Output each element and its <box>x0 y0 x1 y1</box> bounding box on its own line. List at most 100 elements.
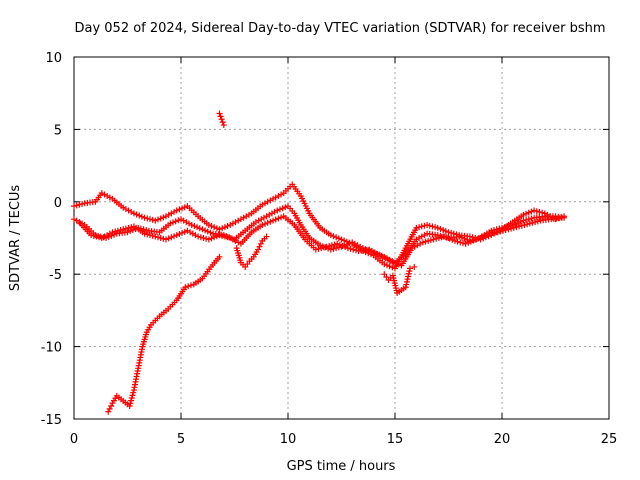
data-point-track-c <box>144 231 151 238</box>
data-point-track-b <box>343 238 350 245</box>
data-point-track-c <box>387 258 394 265</box>
data-point-track-c <box>430 236 437 243</box>
data-point-track-c <box>109 229 116 236</box>
data-point-track-c <box>344 245 351 252</box>
data-point-track-c <box>350 246 357 253</box>
data-point-track-c <box>315 245 322 252</box>
data-point-track-a <box>196 225 203 232</box>
data-point-track-g <box>405 273 412 280</box>
y-tick-label: -15 <box>41 413 62 428</box>
data-point-track-b <box>421 222 428 229</box>
data-point-track-d <box>126 402 133 409</box>
data-point-track-c <box>494 229 501 236</box>
data-point-track-a <box>175 217 182 224</box>
data-point-track-c <box>93 233 100 240</box>
data-point-track-b <box>149 216 156 223</box>
data-point-track-d <box>185 283 192 290</box>
data-point-track-f <box>263 233 270 240</box>
data-point-track-c <box>438 234 445 241</box>
data-point-track-c <box>264 219 271 226</box>
data-point-track-c <box>205 236 212 243</box>
data-point-track-a <box>167 220 174 227</box>
data-point-track-b <box>330 233 337 240</box>
data-point-track-c <box>195 233 202 240</box>
data-point-track-a <box>172 218 179 225</box>
data-point-track-c <box>419 239 426 246</box>
data-point-track-a <box>434 232 441 239</box>
data-point-track-b <box>181 204 188 211</box>
data-point-track-e <box>217 113 224 120</box>
data-point-track-b <box>469 234 476 241</box>
data-point-track-b <box>154 216 161 223</box>
data-point-track-d <box>128 395 135 402</box>
data-point-track-b <box>160 214 167 221</box>
data-point-track-d <box>105 408 112 415</box>
data-point-track-c <box>272 216 279 223</box>
data-point-track-c <box>449 236 456 243</box>
data-point-track-c <box>433 235 440 242</box>
data-point-track-b <box>341 237 348 244</box>
y-axis-label: SDTVAR / TECUs <box>8 185 23 292</box>
data-point-track-g <box>404 276 411 283</box>
data-point-track-g <box>405 270 412 277</box>
data-point-track-b <box>440 227 447 234</box>
plot-frame <box>73 56 610 420</box>
data-point-track-b <box>130 210 137 217</box>
data-point-track-c <box>334 240 341 247</box>
data-point-track-c <box>114 227 121 234</box>
data-point-track-b <box>528 208 535 215</box>
data-point-track-c <box>318 245 325 252</box>
data-point-track-c <box>141 230 148 237</box>
data-point-track-c <box>526 220 533 227</box>
data-point-track-a <box>143 227 150 234</box>
data-point-track-c <box>454 238 461 245</box>
data-point-track-b <box>424 221 431 228</box>
data-point-track-c <box>529 219 536 226</box>
x-tick-label: 5 <box>177 432 185 447</box>
data-point-track-c <box>427 237 434 244</box>
data-point-track-c <box>323 243 330 250</box>
data-point-track-a <box>520 217 527 224</box>
data-point-track-b <box>146 216 153 223</box>
data-point-track-b <box>213 225 220 232</box>
y-tick-label: 5 <box>54 123 62 138</box>
data-point-track-b <box>523 210 530 217</box>
data-point-track-c <box>342 244 349 251</box>
data-point-track-c <box>532 219 539 226</box>
data-point-track-b <box>138 213 145 220</box>
data-point-track-f <box>257 240 264 247</box>
data-point-track-d <box>182 284 189 291</box>
data-points <box>71 110 568 415</box>
data-point-track-b <box>338 236 345 243</box>
data-point-track-c <box>339 242 346 249</box>
data-point-track-e <box>218 116 225 123</box>
data-point-track-c <box>270 217 277 224</box>
data-point-track-c <box>96 234 103 241</box>
y-tick-label: -5 <box>49 268 62 283</box>
data-point-track-c <box>502 227 509 234</box>
data-point-track-c <box>459 240 466 247</box>
data-point-track-b <box>448 229 455 236</box>
data-point-track-c <box>197 234 204 241</box>
data-point-track-a <box>523 216 530 223</box>
data-point-track-a <box>140 226 147 233</box>
data-point-track-b <box>413 224 420 231</box>
data-point-track-a <box>124 229 131 236</box>
data-point-track-a <box>525 216 532 223</box>
data-point-track-d <box>130 389 137 396</box>
data-point-track-d <box>128 397 135 404</box>
data-point-track-c <box>435 235 442 241</box>
data-point-track-c <box>203 235 210 242</box>
data-point-track-a <box>317 242 324 249</box>
data-point-track-a <box>204 228 211 235</box>
data-point-track-b <box>416 224 423 231</box>
data-point-track-b <box>335 235 342 242</box>
data-point-track-c <box>467 238 474 245</box>
data-point-track-a <box>274 207 281 214</box>
data-point-track-c <box>457 239 464 246</box>
y-tick-label: 0 <box>54 196 62 211</box>
data-point-track-a <box>199 226 206 233</box>
data-point-track-b <box>152 217 159 224</box>
data-point-track-c <box>157 235 164 241</box>
data-point-track-c <box>521 221 528 228</box>
